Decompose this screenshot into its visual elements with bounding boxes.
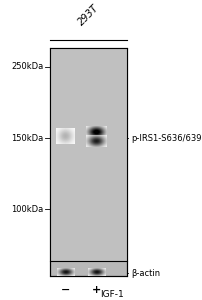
FancyBboxPatch shape — [50, 48, 127, 276]
Text: 250kDa: 250kDa — [11, 62, 43, 71]
Text: IGF-1: IGF-1 — [100, 290, 123, 299]
Text: 293T: 293T — [76, 2, 101, 27]
FancyBboxPatch shape — [50, 48, 127, 260]
Text: +: + — [92, 285, 101, 295]
Text: 100kDa: 100kDa — [11, 205, 43, 214]
Text: 150kDa: 150kDa — [11, 134, 43, 142]
Text: β-actin: β-actin — [132, 269, 161, 278]
Text: p-IRS1-S636/639: p-IRS1-S636/639 — [132, 134, 202, 142]
Text: −: − — [60, 285, 70, 295]
